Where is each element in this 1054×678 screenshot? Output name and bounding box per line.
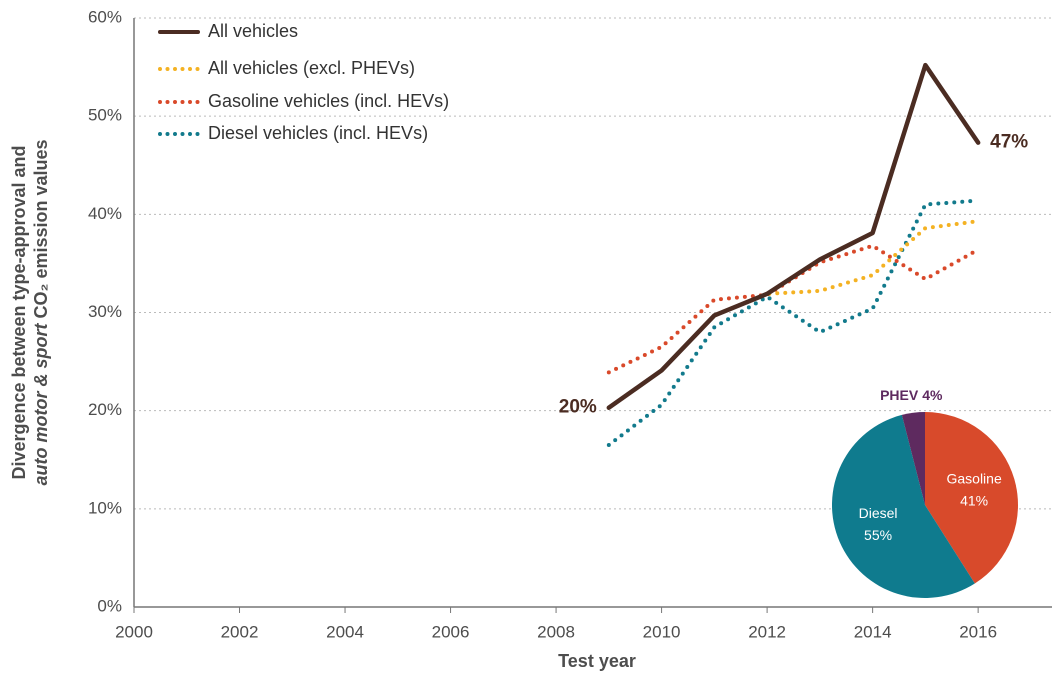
pie-label: PHEV 4%: [880, 387, 943, 403]
y-tick-label: 0%: [97, 596, 122, 615]
legend-label: Gasoline vehicles (incl. HEVs): [208, 91, 449, 111]
y-axis-label-line: CO₂ emission values: [31, 139, 51, 318]
data-label: 47%: [990, 132, 1028, 153]
x-tick-label: 2010: [643, 622, 681, 641]
pie-value: 55%: [864, 527, 892, 543]
data-label: 20%: [559, 397, 597, 418]
legend-label: All vehicles: [208, 21, 298, 41]
x-tick-label: 2008: [537, 622, 575, 641]
pie-slice: [925, 412, 1018, 584]
y-tick-label: 50%: [88, 106, 122, 125]
x-tick-label: 2004: [326, 622, 364, 641]
y-tick-label: 60%: [88, 7, 122, 26]
y-tick-label: 20%: [88, 400, 122, 419]
y-axis-label: Divergence between type-approval and auto…: [9, 139, 51, 485]
series-line: [606, 243, 981, 375]
x-tick-label: 2012: [748, 622, 786, 641]
x-tick-label: 2014: [854, 622, 892, 641]
series-line: [606, 198, 981, 448]
pie-slice: [901, 412, 925, 505]
x-tick-label: 2006: [432, 622, 470, 641]
series-line: [606, 219, 981, 410]
x-tick-label: 2016: [959, 622, 997, 641]
x-tick-label: 2000: [115, 622, 153, 641]
x-axis-label: Test year: [558, 651, 636, 671]
legend-label: All vehicles (excl. PHEVs): [208, 58, 415, 78]
series-line: [606, 62, 981, 410]
x-tick-label: 2002: [221, 622, 259, 641]
pie-value: 4%: [922, 387, 943, 403]
y-tick-label: 30%: [88, 302, 122, 321]
pie-category: Gasoline: [946, 470, 1001, 486]
y-tick-label: 10%: [88, 498, 122, 517]
pie-category: Diesel: [859, 505, 898, 521]
y-axis-label-line: Divergence between type-approval and: [9, 145, 29, 479]
legend-label: Diesel vehicles (incl. HEVs): [208, 123, 428, 143]
y-axis-label-line: auto motor & sport: [31, 323, 51, 486]
pie-value: 41%: [960, 492, 988, 508]
y-tick-label: 40%: [88, 204, 122, 223]
pie-category: PHEV: [880, 387, 919, 403]
pie-slice: [832, 414, 975, 598]
